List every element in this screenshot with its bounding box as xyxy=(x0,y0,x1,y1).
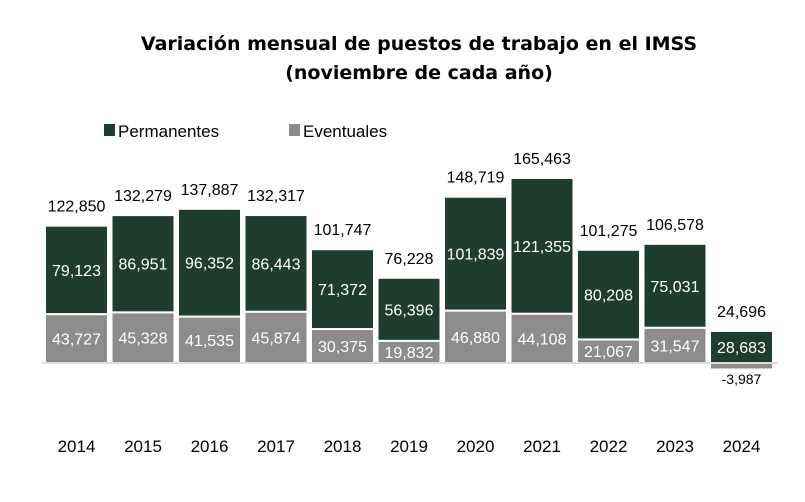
label-eventuales-2018: 30,375 xyxy=(318,339,367,356)
year-label-2021: 2021 xyxy=(523,437,561,456)
total-label-2023: 106,578 xyxy=(646,217,704,234)
total-label-2022: 101,275 xyxy=(580,223,638,240)
year-label-2015: 2015 xyxy=(124,437,162,456)
bars-group: 79,123 43,727 122,850 2014 86,951 45,328 132,2… xyxy=(44,151,774,456)
label-permanentes-2016: 96,352 xyxy=(185,256,234,273)
label-eventuales-2020: 46,880 xyxy=(451,330,500,347)
bar-permanentes-2022 xyxy=(576,248,641,341)
total-label-2015: 132,279 xyxy=(114,188,172,205)
year-label-2022: 2022 xyxy=(590,437,628,456)
label-permanentes-2020: 101,839 xyxy=(447,247,505,264)
label-eventuales-2022: 21,067 xyxy=(584,344,633,361)
label-permanentes-2019: 56,396 xyxy=(385,302,434,319)
label-permanentes-2017: 86,443 xyxy=(252,256,301,273)
legend-label-eventuales: Eventuales xyxy=(303,122,387,141)
total-label-2017: 132,317 xyxy=(247,188,305,205)
label-permanentes-2022: 80,208 xyxy=(584,288,633,305)
total-label-2018: 101,747 xyxy=(314,222,372,239)
year-label-2024: 2024 xyxy=(723,437,761,456)
year-label-2020: 2020 xyxy=(457,437,495,456)
year-label-2019: 2019 xyxy=(390,437,428,456)
label-eventuales-2019: 19,832 xyxy=(385,345,434,362)
chart-title-line2: (noviembre de cada año) xyxy=(285,62,553,84)
label-eventuales-2023: 31,547 xyxy=(651,338,700,355)
label-permanentes-2014: 79,123 xyxy=(52,263,101,280)
year-label-2014: 2014 xyxy=(58,437,96,456)
label-eventuales-2016: 41,535 xyxy=(185,333,234,350)
total-label-2016: 137,887 xyxy=(181,182,239,199)
bar-permanentes-2015 xyxy=(110,214,176,314)
label-permanentes-2015: 86,951 xyxy=(119,257,168,274)
bar-permanentes-2017 xyxy=(243,214,309,313)
bar-permanentes-2016 xyxy=(177,207,242,318)
year-label-2016: 2016 xyxy=(191,437,229,456)
year-label-2023: 2023 xyxy=(656,437,694,456)
label-eventuales-2017: 45,874 xyxy=(252,330,301,347)
label-eventuales-2014: 43,727 xyxy=(52,332,101,349)
label-permanentes-2023: 75,031 xyxy=(651,279,700,296)
label-eventuales-2024: -3,987 xyxy=(722,371,762,387)
total-label-2014: 122,850 xyxy=(48,199,106,216)
legend: Permanentes Eventuales xyxy=(104,122,387,141)
total-label-2021: 165,463 xyxy=(513,151,571,168)
bar-permanentes-2023 xyxy=(642,242,708,329)
bar-eventuales-2014 xyxy=(44,313,109,365)
year-label-2017: 2017 xyxy=(257,437,295,456)
legend-label-permanentes: Permanentes xyxy=(118,122,219,141)
bar-permanentes-2020 xyxy=(443,195,508,312)
legend-swatch-permanentes xyxy=(104,124,115,136)
legend-swatch-eventuales xyxy=(289,124,300,136)
total-label-2024: 24,696 xyxy=(717,304,766,321)
label-permanentes-2024: 28,683 xyxy=(717,340,766,357)
total-label-2019: 76,228 xyxy=(385,251,434,268)
total-label-2020: 148,719 xyxy=(447,170,505,187)
year-label-2018: 2018 xyxy=(324,437,362,456)
label-eventuales-2021: 44,108 xyxy=(518,331,567,348)
label-permanentes-2018: 71,372 xyxy=(318,282,367,299)
bar-permanentes-2018 xyxy=(310,248,375,331)
bar-permanentes-2014 xyxy=(44,224,109,316)
chart-title-line1: Variación mensual de puestos de trabajo … xyxy=(141,33,697,55)
label-eventuales-2015: 45,328 xyxy=(119,331,168,348)
label-permanentes-2021: 121,355 xyxy=(513,239,571,256)
bar-permanentes-2021 xyxy=(509,177,575,315)
bar-permanentes-2019 xyxy=(376,276,442,342)
bar-eventuales-2020 xyxy=(443,309,508,364)
